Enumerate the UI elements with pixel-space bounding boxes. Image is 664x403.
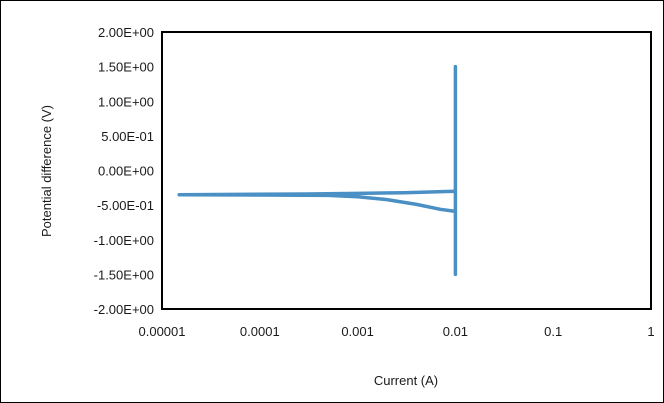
x-tick-labels: 0.00001 0.0001 0.001 0.01 0.1 1 [139,324,655,339]
y-tick-label: -1.00E+00 [94,233,154,248]
y-tick-label: 0.00E+00 [98,164,154,179]
y-tick-labels: 2.00E+00 1.50E+00 1.00E+00 5.00E-01 0.00E+00… [94,25,154,317]
y-tick-label: -2.00E+00 [94,302,154,317]
x-tick-label: 0.00001 [139,324,186,339]
y-tick-label: 2.00E+00 [98,25,154,40]
x-tick-label: 0.0001 [240,324,280,339]
x-tick-label: 0.01 [443,324,468,339]
y-tick-label: 1.50E+00 [98,60,154,75]
series-line [177,64,458,277]
series-layer [177,64,458,277]
x-tick-label: 0.001 [341,324,374,339]
x-tick-label: 1 [647,324,654,339]
x-axis-title: Current (A) [374,373,438,388]
x-tick-label: 0.1 [544,324,562,339]
y-tick-label: 5.00E-01 [101,129,154,144]
y-axis-title: Potential difference (V) [39,105,54,237]
plot-area [161,31,652,310]
y-tick-label: 1.00E+00 [98,94,154,109]
y-tick-label: -5.00E-01 [97,198,154,213]
y-tick-label: -1.50E+00 [94,267,154,282]
